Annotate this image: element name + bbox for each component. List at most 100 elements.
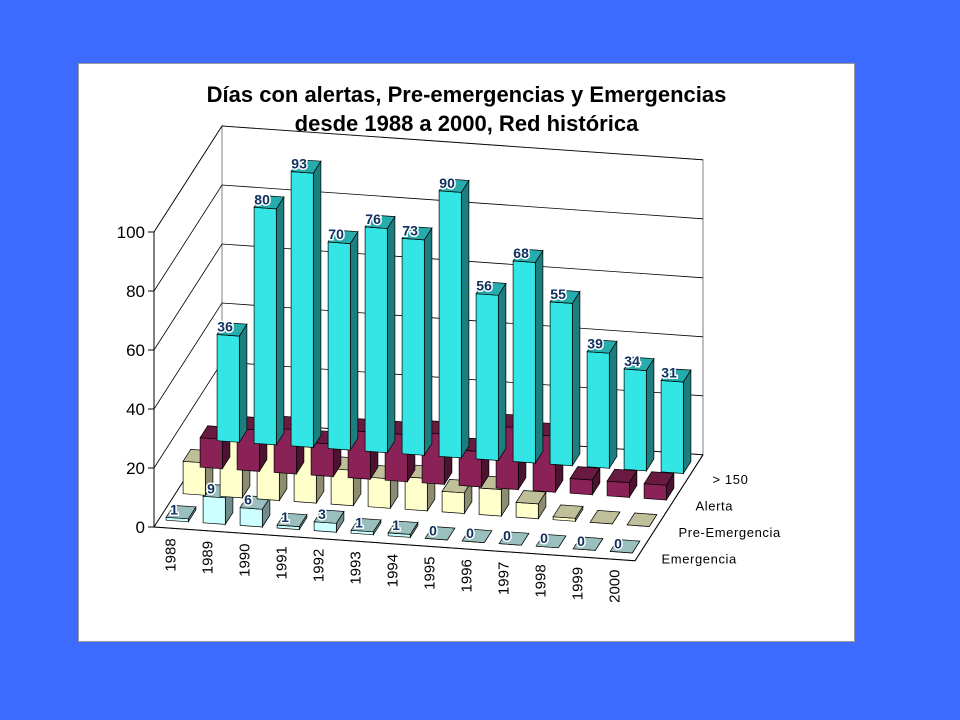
bar-front [623,368,647,472]
bar-front [643,483,667,501]
bar-top [387,520,419,535]
data-label: 31 [661,364,677,380]
series-label: Emergencia [662,552,738,567]
x-tick-label: 1999 [570,567,587,600]
data-label: 76 [365,211,381,227]
bar-front [367,476,391,509]
data-label: 1 [281,509,289,525]
series-label: Alerta [696,499,734,514]
data-label: 1 [170,501,178,517]
gridline [153,125,704,233]
data-label: 3 [318,506,326,522]
bar-front [441,490,465,514]
bar-side [497,282,507,462]
bar-top [276,512,308,527]
series-label: Pre-Emergencia [679,525,781,540]
bar-front [253,206,277,446]
bar-front [606,480,630,498]
bar-side [460,179,470,460]
bar-top [589,510,621,525]
bar-front [586,351,610,469]
bar-top [552,504,584,519]
bar-top [290,159,322,174]
data-label: 9 [207,480,215,496]
x-axis-line [153,526,636,562]
x-tick-label: 2000 [607,570,624,603]
bar-side [349,230,359,452]
bar-front [549,301,573,467]
y-tick-label: 20 [126,459,145,478]
y-tick-label: 100 [117,223,145,242]
gridline [153,184,704,292]
bar-front [290,171,314,448]
series-label: > 150 [713,472,749,487]
data-label: 93 [291,156,307,172]
bar-front [202,495,226,525]
bar-top [498,531,530,546]
bar-front [478,487,502,517]
data-label: 55 [550,286,566,302]
bar-side [534,249,544,465]
bar-top [475,281,507,296]
bar-top [549,289,581,304]
chart-title-line-1: Días con alertas, Pre-emergencias y Emer… [206,82,727,107]
data-label: 0 [614,535,622,551]
bar-side [571,290,581,467]
x-tick-label: 1989 [200,541,217,574]
data-label: 68 [513,245,529,261]
data-label: 34 [624,353,640,369]
bar-top [606,468,638,483]
x-tick-label: 1993 [348,551,365,584]
bar-front [239,507,263,528]
data-label: 0 [466,525,474,541]
bar-top [313,509,345,524]
bar-front [216,334,240,443]
data-label: 1 [392,517,400,533]
bar-front [660,380,684,474]
data-label: 0 [503,528,511,544]
bar-front [515,502,539,520]
x-tick-label: 1996 [459,559,476,592]
bar-top [626,512,658,527]
bar-top [461,528,493,543]
bar-top [327,229,359,244]
x-tick-label: 1990 [237,544,254,577]
data-label: 6 [244,492,252,508]
depth-axis-line [634,454,704,562]
data-label: 0 [540,530,548,546]
bar-top [364,214,396,229]
bar-top [586,339,618,354]
y-tick-label: 0 [136,518,145,537]
bar-top [401,226,433,241]
bar-top [253,195,285,210]
bar-side [608,340,618,470]
bar-top [660,368,692,383]
data-label: 39 [587,336,603,352]
bar-top [569,466,601,481]
bar-side [238,323,248,444]
bar-top [609,539,641,554]
bar-side [275,195,285,447]
x-tick-label: 1992 [311,549,328,582]
bar-side [423,226,433,457]
bar-top [438,178,470,193]
bar-side [386,215,396,454]
bar-front [401,238,425,456]
bar-top [572,536,604,551]
bar-top [424,526,456,541]
bar-front [364,226,388,454]
y-tick-label: 80 [126,282,145,301]
data-label: 80 [254,191,270,207]
bar-front [569,478,593,496]
x-tick-label: 1994 [385,554,402,587]
chart-panel: Días con alertas, Pre-emergencias y Emer… [78,63,855,642]
bar-top [643,471,675,486]
bar-top [350,518,382,533]
bar-side [682,368,692,475]
bar-front [438,190,462,459]
x-tick-label: 1988 [163,538,180,571]
x-tick-label: 1998 [533,564,550,597]
data-label: 73 [402,222,418,238]
data-label: 70 [328,226,344,242]
